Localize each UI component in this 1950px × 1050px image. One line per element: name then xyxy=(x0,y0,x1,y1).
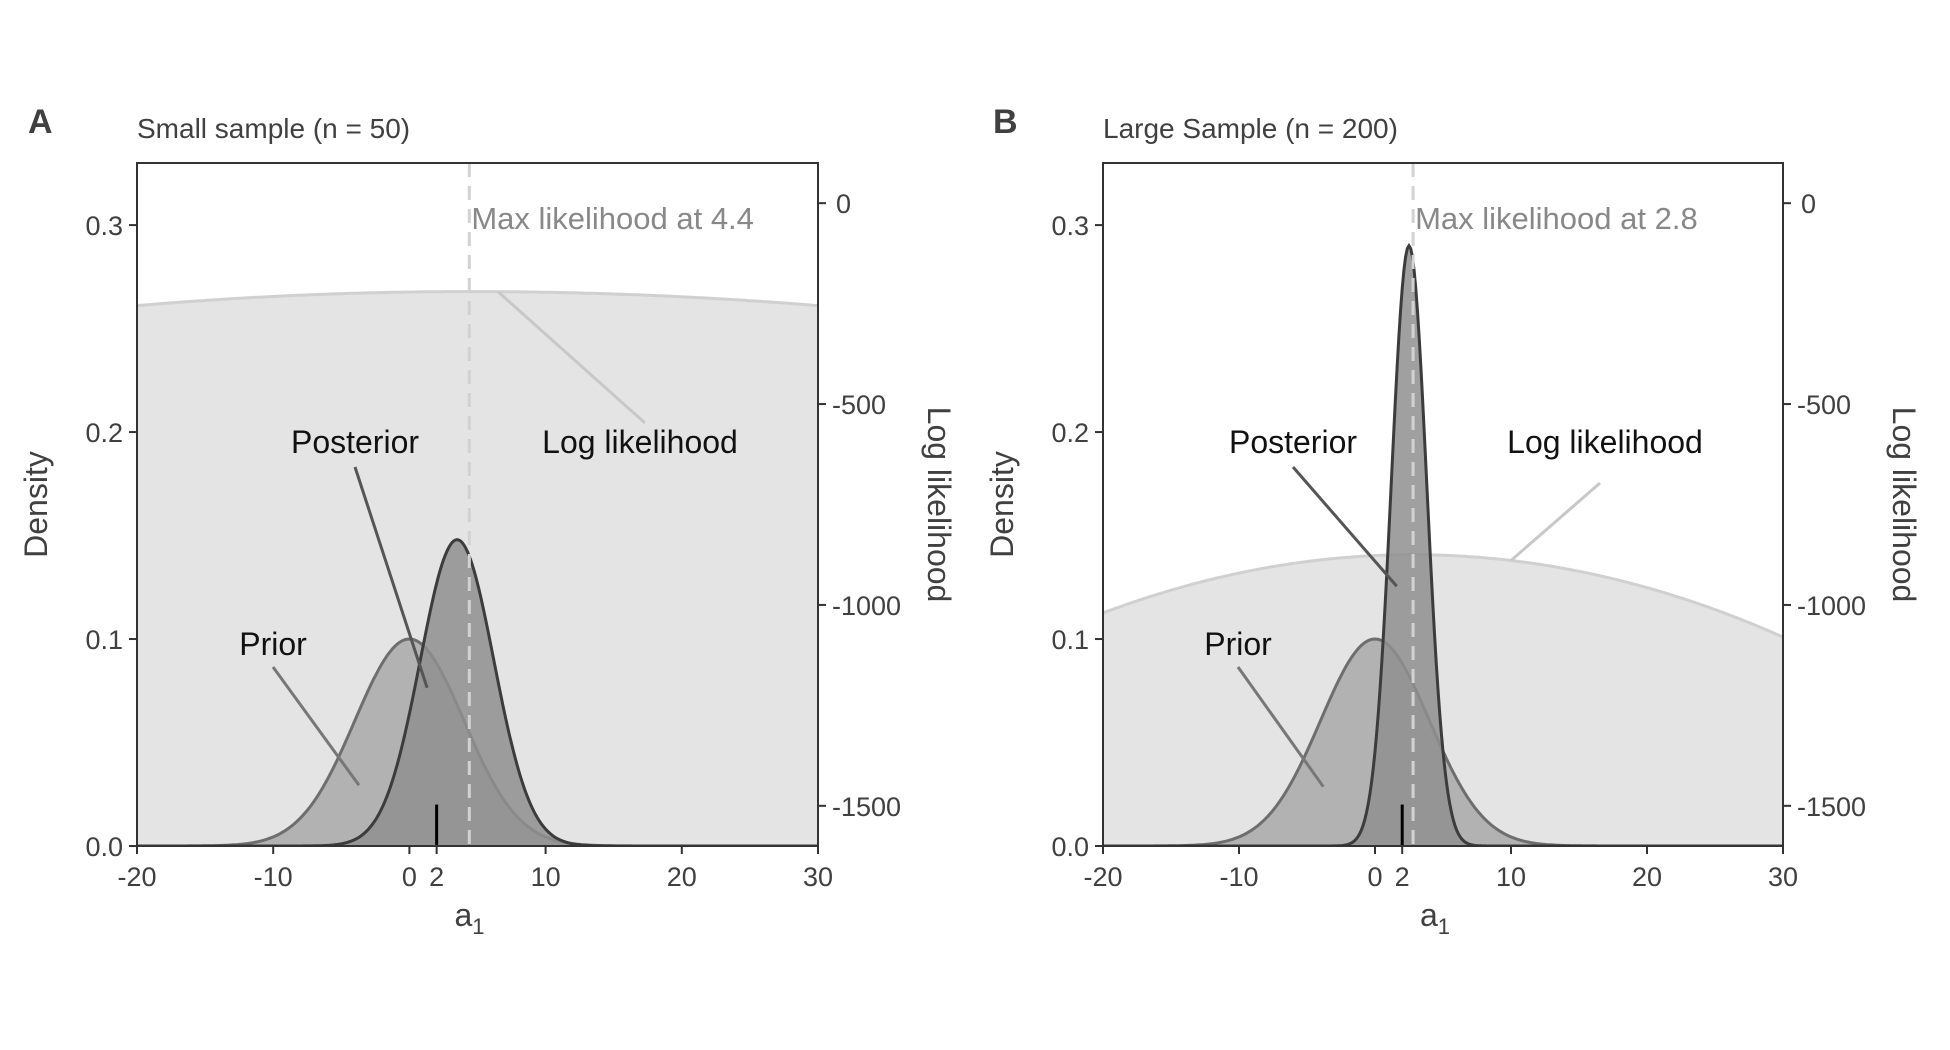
plot-frame xyxy=(136,162,819,847)
y-tick-label: 0.3 xyxy=(1051,211,1089,241)
log-likelihood-annotation: Log likelihood xyxy=(542,424,738,460)
max-likelihood-label: Max likelihood at 4.4 xyxy=(471,201,754,236)
prior-annotation: Prior xyxy=(239,626,307,662)
x-tick-label: 20 xyxy=(1632,862,1662,892)
posterior-density-line xyxy=(1103,242,1783,846)
y2-tick-label: -1500 xyxy=(832,792,901,822)
x-axis-title-subscript: 1 xyxy=(472,914,484,939)
x-tick-label: 10 xyxy=(1496,862,1526,892)
y-tick-label: 0.0 xyxy=(85,832,123,862)
prior-leader-line xyxy=(271,666,361,787)
prior-leader-line xyxy=(1236,666,1325,788)
y2-axis-title: Log likelihood xyxy=(921,407,957,603)
panel-letter: A xyxy=(28,103,53,141)
x-axis-title-main: a xyxy=(454,897,472,933)
y2-tick-label: -500 xyxy=(832,390,886,420)
panel-letter: B xyxy=(993,103,1018,141)
x-tick-label: 0 xyxy=(402,862,417,892)
x-tick-label: 2 xyxy=(1395,862,1410,892)
plot-frame xyxy=(1102,162,1784,847)
y-tick-label: 0.3 xyxy=(85,211,123,241)
y-axis-title: Density xyxy=(18,451,54,558)
prior-annotation: Prior xyxy=(1204,626,1272,662)
plot-area xyxy=(1103,163,1783,846)
x-tick-label: -20 xyxy=(1083,862,1122,892)
y2-axis-title: Log likelihood xyxy=(1886,407,1922,603)
log-likelihood-annotation: Log likelihood xyxy=(1507,424,1703,460)
posterior-density-line xyxy=(137,538,818,846)
posterior-leader-line xyxy=(353,466,429,689)
x-tick-label: -10 xyxy=(1219,862,1258,892)
y2-tick-label: -1500 xyxy=(1797,792,1866,822)
x-axis-title: a1 xyxy=(1420,897,1450,939)
x-tick-label: -10 xyxy=(254,862,293,892)
y-tick-label: 0.0 xyxy=(1051,832,1089,862)
panel-b: Max likelihood at 2.8-20 -10 0 2 10 20 300.00.… xyxy=(984,103,1922,939)
x-tick-label: 30 xyxy=(803,862,833,892)
y2-tick-label: -1000 xyxy=(832,591,901,621)
x-tick-label: 0 xyxy=(1367,862,1382,892)
max-likelihood-label: Max likelihood at 2.8 xyxy=(1415,201,1698,236)
log-likelihood-leader-line xyxy=(1510,481,1601,562)
log-likelihood-area xyxy=(137,291,818,846)
y2-tick-label: -1000 xyxy=(1797,591,1866,621)
posterior-leader-line xyxy=(1291,466,1398,588)
y-tick-label: 0.1 xyxy=(85,625,123,655)
panel-title: Small sample (n = 50) xyxy=(137,113,410,144)
posterior-annotation: Posterior xyxy=(291,424,419,460)
y2-tick-label: 0 xyxy=(836,189,851,219)
y2-tick-label: 0 xyxy=(1801,189,1816,219)
y-tick-label: 0.1 xyxy=(1051,625,1089,655)
x-tick-label: 2 xyxy=(429,862,444,892)
posterior-density-area xyxy=(137,539,818,846)
x-tick-label: -20 xyxy=(117,862,156,892)
log-likelihood-line xyxy=(137,290,818,308)
panel-a: Max likelihood at 4.4-20 -10 0 2 10 20 300.00.… xyxy=(18,103,957,939)
x-axis-title: a1 xyxy=(454,897,484,939)
x-axis-title-main: a xyxy=(1420,897,1438,933)
panel-title: Large Sample (n = 200) xyxy=(1103,113,1398,144)
log-likelihood-area xyxy=(1103,554,1783,846)
y-tick-label: 0.2 xyxy=(1051,418,1089,448)
x-axis-title-subscript: 1 xyxy=(1438,914,1450,939)
y-axis-title: Density xyxy=(984,451,1020,558)
x-tick-label: 30 xyxy=(1768,862,1798,892)
plot-area xyxy=(137,163,818,846)
y2-tick-label: -500 xyxy=(1797,390,1851,420)
y-tick-label: 0.2 xyxy=(85,418,123,448)
log-likelihood-leader-line xyxy=(496,290,646,425)
log-likelihood-line xyxy=(1103,553,1783,639)
posterior-annotation: Posterior xyxy=(1229,424,1357,460)
x-tick-label: 10 xyxy=(531,862,561,892)
x-tick-label: 20 xyxy=(667,862,697,892)
